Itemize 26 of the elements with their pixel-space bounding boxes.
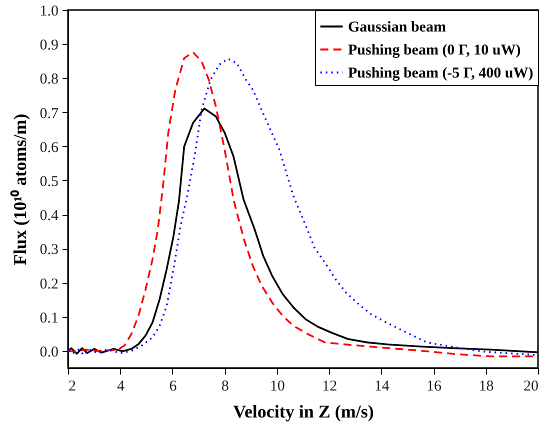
x-tick-label: 6	[169, 378, 178, 394]
legend-label: Pushing beam (-5 Γ, 400 uW)	[348, 66, 534, 82]
x-tick-label: 8	[221, 378, 229, 394]
y-tick-label: 0.4	[40, 208, 59, 224]
y-axis-title: Flux (10¹⁰ atoms/m)	[10, 114, 30, 266]
y-tick-label: 0.0	[40, 344, 58, 360]
x-tick-label: 14	[374, 378, 390, 394]
x-tick-label: 4	[116, 378, 125, 394]
x-axis-title: Velocity in Z (m/s)	[233, 402, 374, 422]
x-tick-label: 12	[322, 378, 338, 394]
y-tick-label: 0.2	[40, 276, 58, 292]
legend-label: Pushing beam (0 Γ, 10 uW)	[348, 42, 521, 58]
y-tick-label: 0.6	[40, 140, 59, 156]
y-tick-label: 0.7	[40, 106, 59, 122]
y-tick-label: 0.3	[40, 242, 58, 258]
y-tick-label: 0.9	[40, 38, 58, 54]
y-tick-label: 0.1	[40, 310, 58, 326]
x-tick-label: 10	[270, 378, 285, 394]
x-tick-label: 2	[68, 378, 76, 394]
legend-label: Gaussian beam	[348, 20, 446, 36]
y-tick-label: 0.8	[40, 72, 58, 88]
x-tick-label: 16	[426, 378, 442, 394]
y-tick-label: 0.5	[40, 174, 58, 190]
y-tick-label: 1.0	[40, 4, 58, 20]
x-tick-label: 20	[524, 378, 538, 394]
x-tick-label: 18	[478, 378, 494, 394]
